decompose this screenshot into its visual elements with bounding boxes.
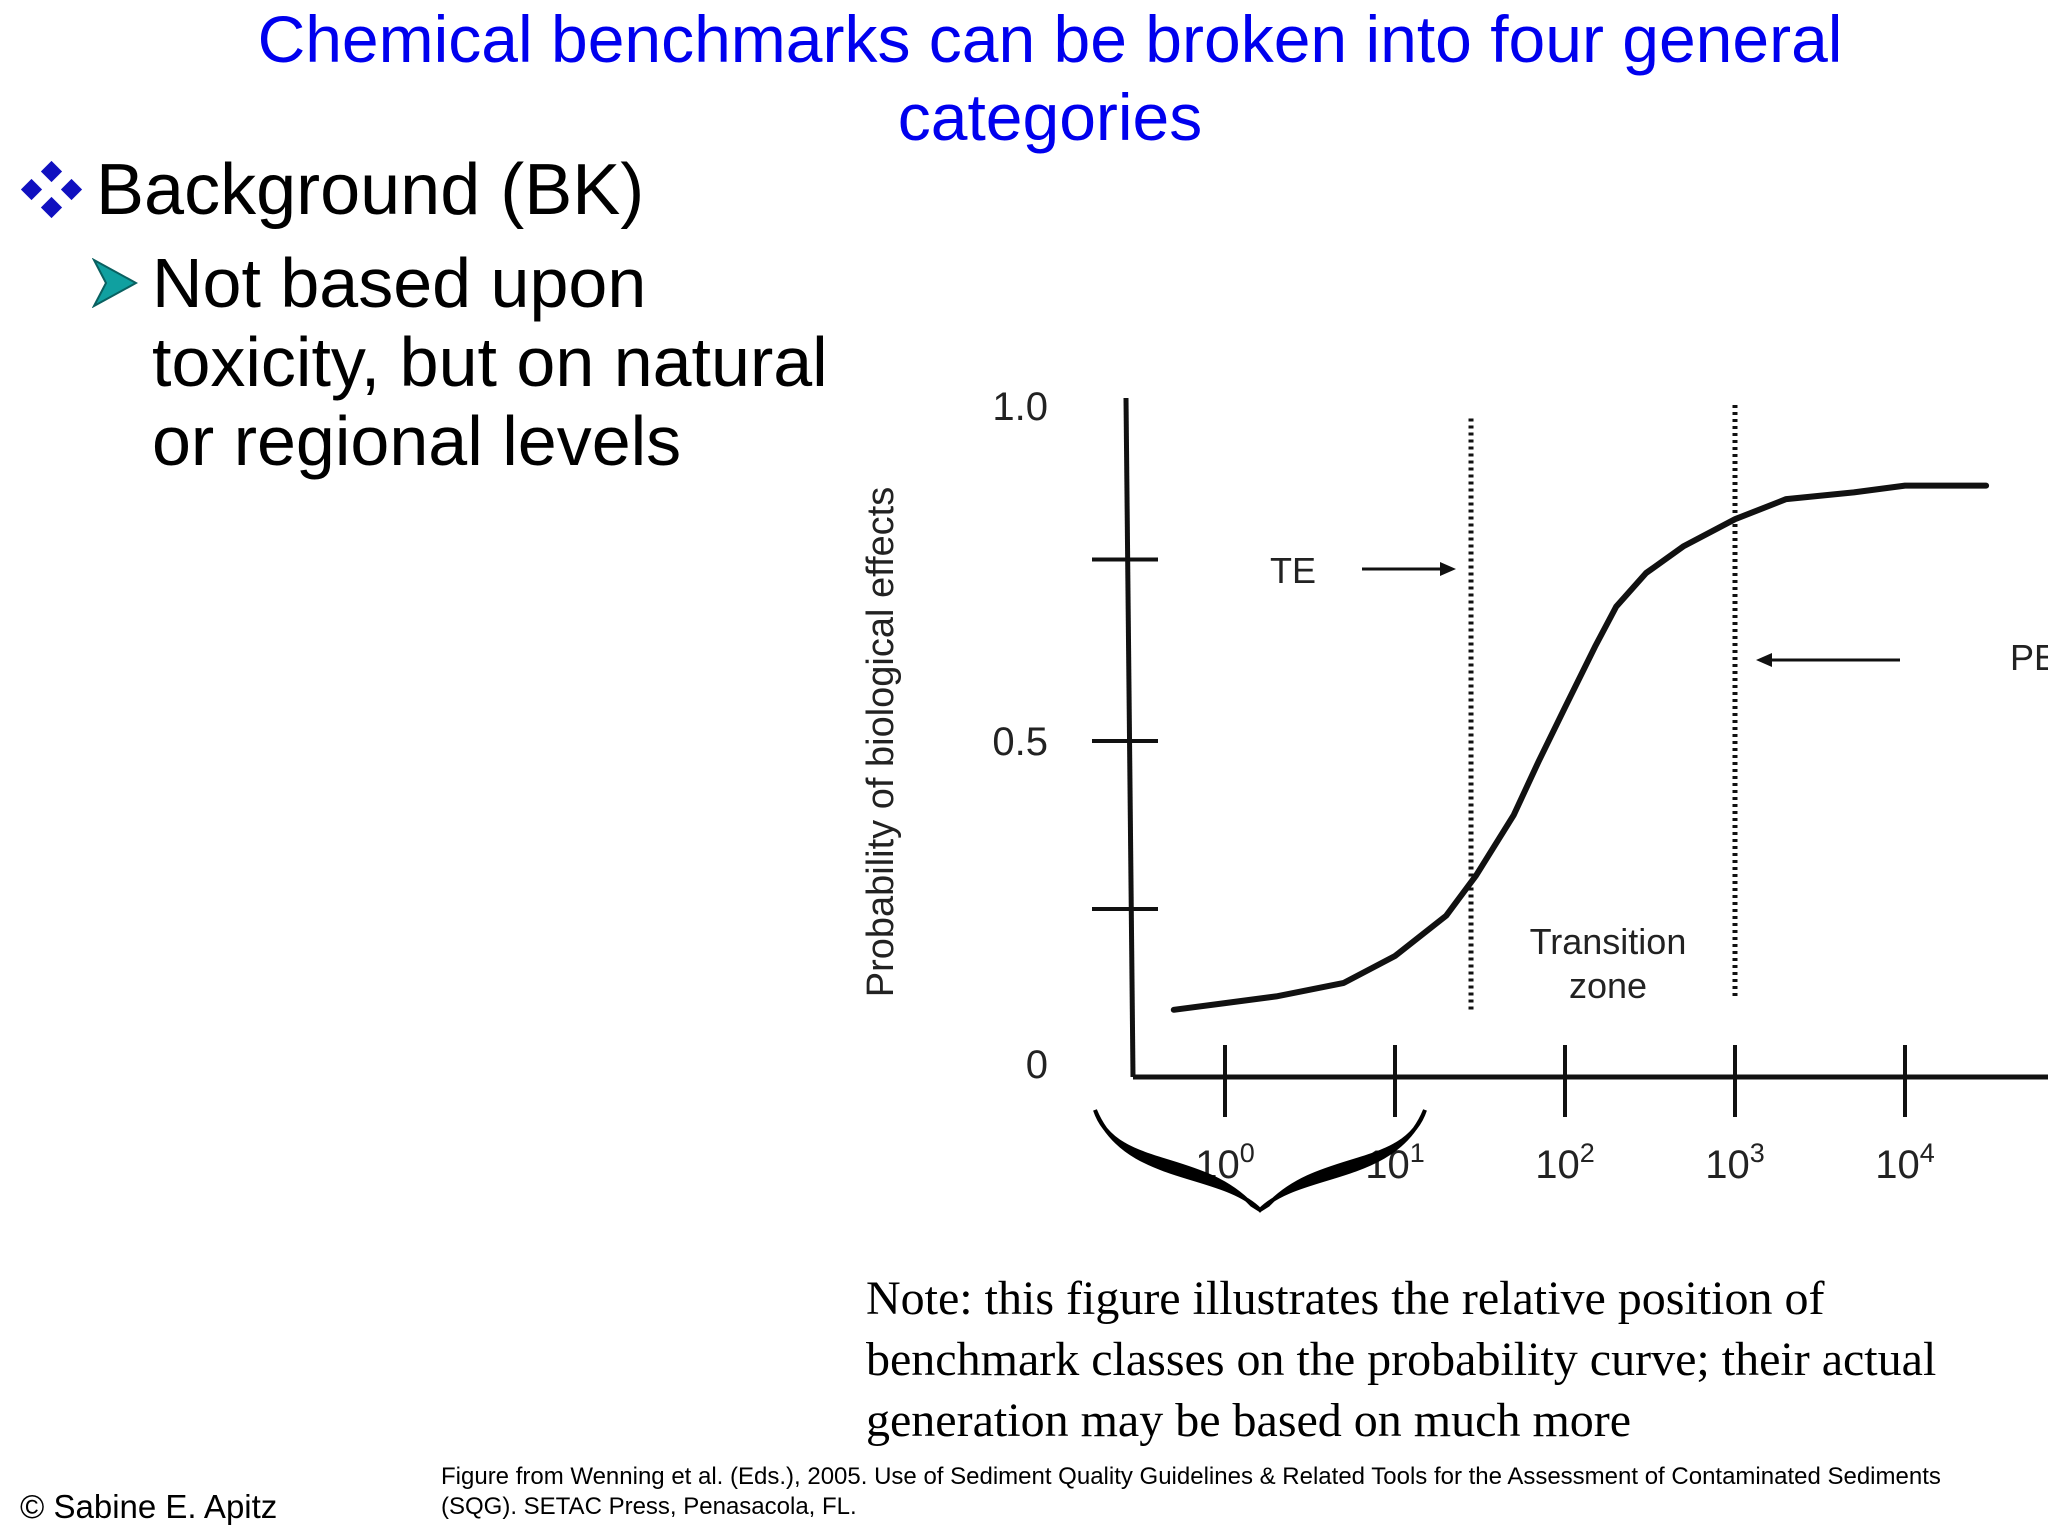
- y-axis-label: Probability of biological effects: [860, 487, 902, 997]
- benchmark-label-pe: PE: [2010, 637, 2048, 678]
- y-tick-label: 0: [1026, 1043, 1048, 1087]
- pe-arrow-head: [1756, 653, 1772, 667]
- y-tick-label: 1.0: [992, 385, 1048, 429]
- benchmark-label-te: TE: [1270, 550, 1316, 591]
- x-tick-label: 102: [1535, 1138, 1595, 1187]
- probability-curve: [1170, 482, 1990, 1013]
- figure-citation: Figure from Wenning et al. (Eds.), 2005.…: [441, 1463, 1941, 1520]
- sub-bullet: Not based upon toxicity, but on natural …: [92, 244, 872, 481]
- transition-zone-label: Transition: [1530, 921, 1687, 962]
- x-tick-label: 104: [1875, 1138, 1935, 1187]
- y-tick-label: 0.5: [992, 720, 1048, 764]
- copyright: © Sabine E. Apitz: [20, 1488, 278, 1525]
- te-arrow-head: [1440, 562, 1456, 576]
- sub-bullet-text: Not based upon toxicity, but on natural …: [152, 244, 828, 480]
- bullet-text: Background (BK): [96, 150, 645, 230]
- figure-note: Note: this figure illustrates the relati…: [866, 1272, 1937, 1447]
- curly-brace-icon: [1093, 1109, 1427, 1213]
- x-tick-label: 103: [1705, 1138, 1765, 1187]
- y-axis-line: [1123, 397, 1136, 1078]
- slide-title: Chemical benchmarks can be broken into f…: [257, 2, 1843, 154]
- bullet-background: Background (BK): [20, 148, 644, 232]
- arrowhead-icon: [92, 258, 138, 308]
- transition-zone-label: zone: [1569, 965, 1647, 1006]
